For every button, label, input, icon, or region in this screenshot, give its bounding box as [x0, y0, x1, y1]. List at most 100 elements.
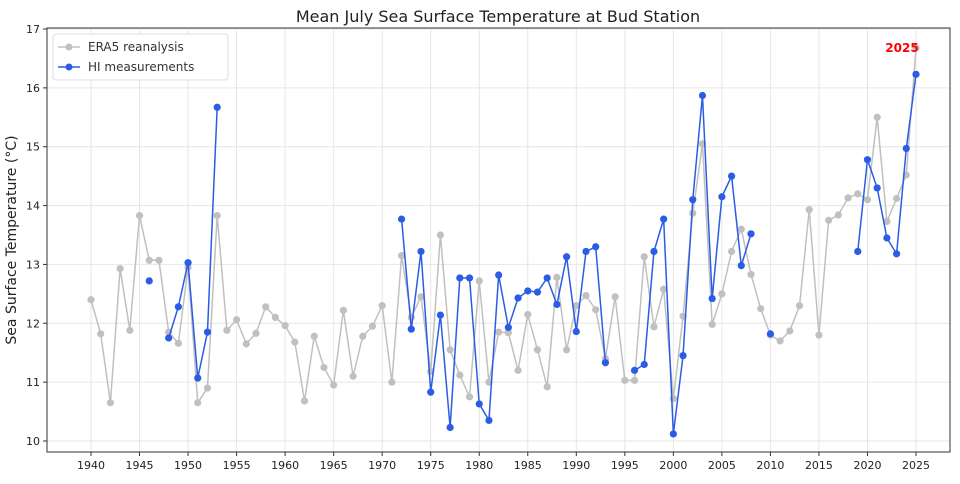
- data-point: [223, 326, 231, 334]
- data-point: [727, 172, 736, 180]
- data-point: [582, 247, 590, 256]
- data-point: [417, 293, 425, 301]
- data-point: [650, 247, 658, 256]
- x-tick-label: 1965: [320, 459, 348, 472]
- data-point: [504, 323, 512, 332]
- y-tick-label: 15: [26, 141, 40, 154]
- data-point: [514, 294, 522, 302]
- data-point: [708, 320, 716, 329]
- data-point: [174, 339, 182, 347]
- x-tick-label: 1945: [126, 459, 154, 472]
- data-point: [504, 329, 512, 337]
- data-point: [902, 144, 910, 153]
- data-point: [669, 395, 677, 403]
- data-point: [427, 388, 435, 396]
- data-point: [553, 300, 561, 309]
- data-point: [689, 209, 697, 217]
- data-point: [97, 330, 105, 338]
- data-point: [242, 340, 250, 348]
- data-point: [708, 294, 716, 303]
- x-tick-label: 2020: [853, 459, 881, 472]
- data-point: [698, 91, 707, 100]
- legend-hi-label: HI measurements: [88, 60, 194, 74]
- data-point: [126, 326, 134, 334]
- data-point: [291, 338, 299, 346]
- y-axis-label: Sea Surface Temperature (°C): [4, 135, 20, 344]
- data-point: [359, 332, 367, 340]
- x-tick-label: 2005: [708, 459, 736, 472]
- data-point: [524, 310, 532, 319]
- data-point: [465, 274, 474, 282]
- data-point: [446, 346, 454, 354]
- data-point: [815, 331, 823, 339]
- data-point: [456, 371, 464, 379]
- data-point: [747, 230, 755, 238]
- data-point: [844, 194, 852, 202]
- data-point: [883, 217, 891, 226]
- data-point: [553, 273, 561, 281]
- data-point: [533, 288, 542, 296]
- data-point: [485, 416, 493, 424]
- y-tick-label: 14: [26, 200, 40, 213]
- data-point: [465, 393, 474, 401]
- x-tick-label: 1980: [465, 459, 493, 472]
- data-point: [495, 328, 503, 336]
- data-point: [194, 399, 202, 407]
- data-point: [669, 430, 677, 438]
- data-point: [572, 302, 580, 310]
- data-point: [174, 303, 182, 311]
- data-point: [747, 270, 755, 279]
- data-point: [397, 215, 406, 223]
- data-point: [912, 70, 920, 78]
- axis-ticks: 1940 1945 1950 1955 1960 1965 1970 1975 1980 1985…: [26, 23, 930, 472]
- legend-era5-label: ERA5 reanalysis: [88, 40, 184, 54]
- data-point: [155, 256, 163, 264]
- data-point: [630, 376, 639, 384]
- x-tick-label: 1995: [611, 459, 639, 472]
- data-point: [640, 360, 648, 369]
- data-point: [737, 225, 745, 233]
- data-point: [562, 253, 571, 261]
- data-point: [650, 323, 658, 331]
- data-point: [873, 113, 881, 121]
- series-line-segment: [90, 47, 917, 405]
- data-point: [727, 247, 736, 256]
- data-point: [349, 372, 357, 380]
- data-point: [679, 352, 687, 360]
- x-tick-label: 2000: [659, 459, 687, 472]
- data-point: [592, 243, 600, 251]
- data-point: [184, 259, 192, 267]
- data-point: [232, 316, 241, 324]
- data-point: [863, 156, 872, 164]
- data-point: [621, 376, 629, 384]
- data-point: [436, 231, 445, 239]
- data-point: [475, 400, 483, 408]
- x-tick-label: 1950: [174, 459, 202, 472]
- data-point: [737, 262, 745, 270]
- data-point: [718, 290, 726, 298]
- data-point: [582, 292, 590, 300]
- legend-era5-marker: [65, 43, 73, 51]
- plot-frame: [46, 27, 951, 453]
- data-point: [892, 194, 901, 203]
- x-tick-label: 1955: [223, 459, 251, 472]
- x-tick-label: 2015: [805, 459, 833, 472]
- data-point: [213, 211, 221, 220]
- data-point: [106, 399, 115, 407]
- data-point: [543, 274, 551, 282]
- data-point: [795, 302, 804, 310]
- data-point: [601, 359, 610, 367]
- data-point: [495, 271, 503, 279]
- data-point: [543, 383, 551, 391]
- y-tick-label: 12: [26, 317, 40, 330]
- data-point: [194, 374, 202, 382]
- data-point: [718, 193, 726, 201]
- data-point: [116, 264, 124, 273]
- data-point: [514, 366, 522, 374]
- data-point: [203, 384, 212, 392]
- data-point: [776, 337, 784, 345]
- data-point: [262, 303, 270, 311]
- data-point: [660, 285, 668, 293]
- data-point: [630, 366, 639, 374]
